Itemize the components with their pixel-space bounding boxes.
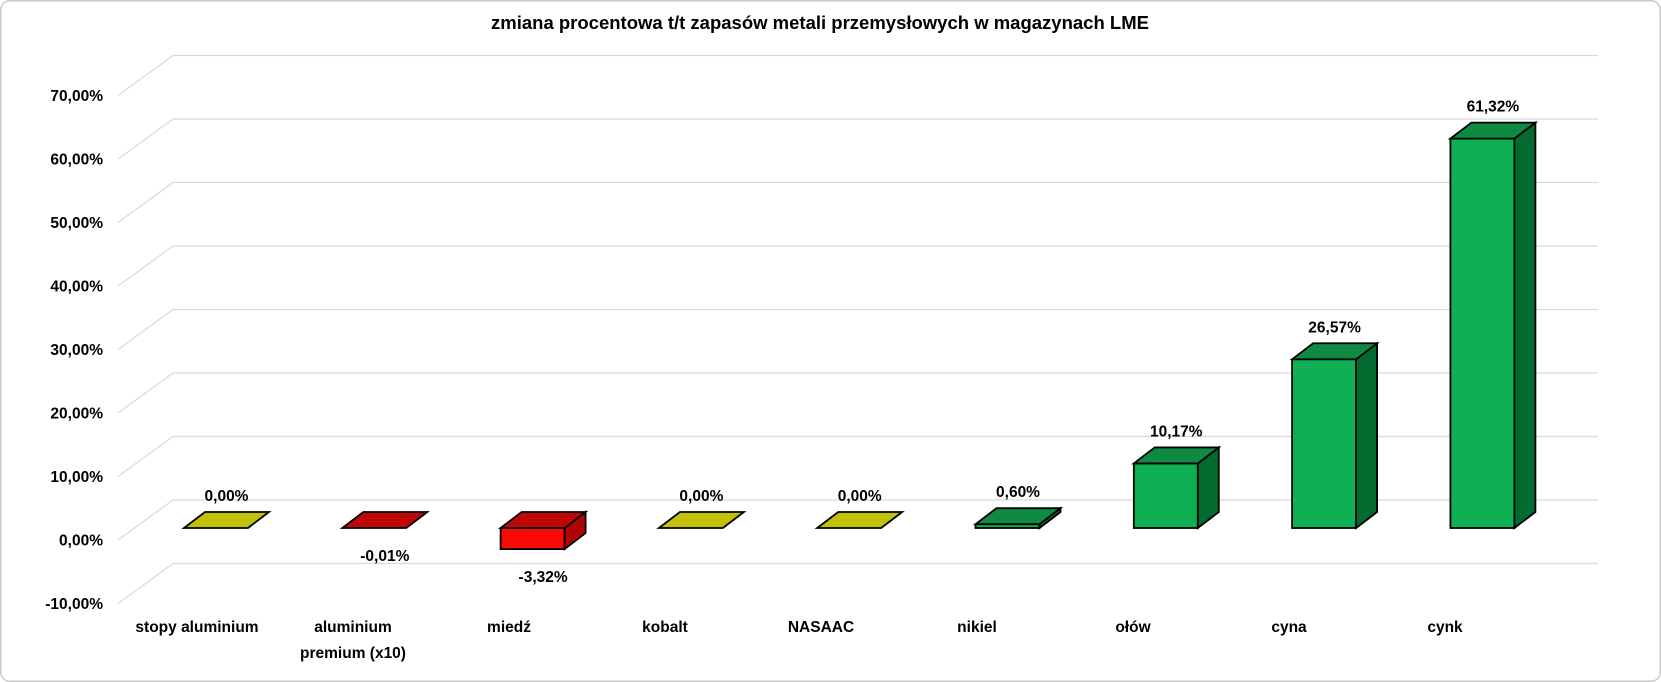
bar-nasaac [814,511,905,529]
y-axis-tick: 0,00% [59,533,103,550]
bar-aluminium [339,511,430,529]
bar-top-face [814,511,905,529]
bar-nikiel [972,506,1064,530]
bar-side-face [1513,120,1537,530]
bar-side-face [1355,341,1378,530]
bar-front-face [499,527,566,550]
bar-top-face [1447,121,1539,140]
y-axis-tick: 20,00% [50,406,103,423]
gridline [117,499,1598,541]
y-axis-tick: 50,00% [50,215,103,232]
value-label: 26,57% [1308,319,1361,336]
y-axis-tick: 40,00% [50,279,103,296]
bar-front-face [1449,137,1516,529]
y-axis-tick: -10,00% [45,596,103,613]
x-axis-category: cynk [1427,619,1463,636]
value-label: 0,60% [996,484,1040,501]
x-axis-category: ołów [1115,619,1151,636]
x-axis-category: nikiel [957,619,997,636]
y-axis-tick: 70,00% [50,88,103,105]
gridlines [117,54,1598,604]
gridline [117,54,1598,96]
value-label: -3,32% [519,569,568,586]
bar-cyna [1289,341,1380,530]
bar-top-face [339,511,430,529]
y-axis-tick: 10,00% [50,469,103,486]
gridline [117,372,1598,414]
x-axis-category: NASAAC [788,619,854,636]
bar-front-face [1132,462,1199,529]
x-axis-category: premium (x10) [300,645,406,662]
bar-top-face [497,511,589,529]
bar-stopy-aluminium [181,511,272,529]
value-label: 0,00% [838,488,882,505]
x-axis-category: aluminium [314,619,392,636]
bar-top-face [972,507,1064,526]
value-label: 10,17% [1150,423,1203,440]
x-axis-category: kobalt [642,619,688,636]
bar-top-face [1289,342,1380,361]
value-label: 61,32% [1467,99,1520,116]
x-axis-category: stopy aluminium [135,619,258,636]
gridline [117,245,1598,287]
bar-front-face [1291,358,1357,529]
value-label: 0,00% [679,488,723,505]
bar-top-face [181,511,272,529]
value-label: 0,00% [205,488,249,505]
gridline [117,435,1598,477]
gridline [117,181,1598,223]
bar-top-face [1131,446,1222,465]
x-axis-category: miedź [487,619,531,636]
bar-miedź [497,510,589,551]
chart-title: zmiana procentowa t/t zapasów metali prz… [491,12,1149,33]
gridline [117,562,1598,604]
gridline [117,118,1598,160]
value-label: -0,01% [360,548,409,565]
labels: 70,00% 60,00% 50,00% 40,00% 30,00% 20,00% 10,0… [45,88,1519,662]
bar-cynk [1447,120,1539,530]
bar-ołów [1131,445,1222,530]
y-axis-tick: 30,00% [50,342,103,359]
gridline [117,308,1598,350]
bars [181,120,1539,551]
bar-top-face [656,511,747,529]
x-axis-category: cyna [1271,619,1307,636]
y-axis-tick: 60,00% [50,152,103,169]
bar-kobalt [656,511,747,529]
